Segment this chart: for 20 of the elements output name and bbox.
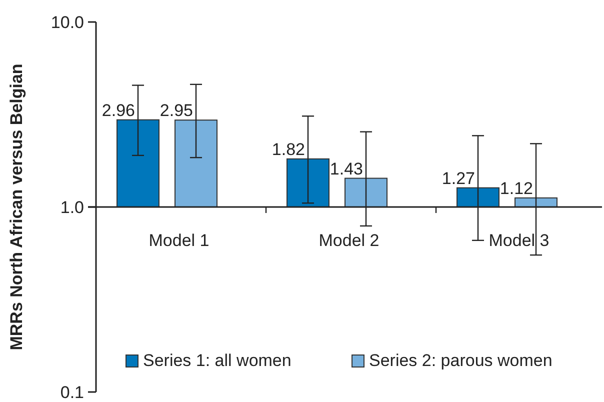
y-tick-label: 0.1 — [60, 382, 84, 402]
data-label: 1.12 — [500, 178, 533, 198]
legend-label: Series 1: all women — [143, 351, 292, 370]
bar — [116, 119, 160, 208]
y-tick-label: 10.0 — [50, 12, 84, 32]
bar — [456, 187, 500, 208]
data-label: 2.95 — [160, 101, 193, 120]
bar — [286, 158, 330, 208]
x-tick-label: Model 2 — [318, 231, 380, 250]
x-tick-label: Model 1 — [148, 231, 210, 250]
data-label: 1.43 — [330, 159, 363, 178]
bar — [174, 120, 218, 208]
legend-label: Series 2: parous women — [369, 351, 552, 370]
data-label: 1.82 — [272, 140, 305, 159]
bar — [344, 178, 388, 208]
x-tick-label: Model 3 — [488, 231, 550, 250]
data-label: 1.27 — [442, 168, 475, 188]
y-tick-label: 1.0 — [60, 198, 84, 217]
data-label: 2.96 — [102, 100, 135, 120]
y-axis-title: MRRs North African versus Belgian — [7, 64, 26, 350]
